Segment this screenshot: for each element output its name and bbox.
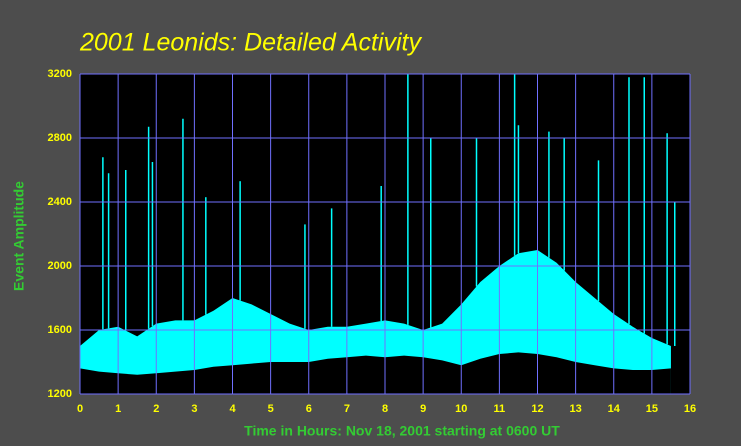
x-tick-label: 13 (570, 403, 582, 415)
x-tick-label: 7 (344, 403, 350, 415)
x-tick-label: 16 (684, 403, 696, 415)
x-tick-label: 4 (229, 403, 236, 415)
x-tick-label: 6 (306, 403, 312, 415)
x-tick-label: 0 (77, 403, 83, 415)
x-tick-label: 8 (382, 403, 388, 415)
y-tick-label: 3200 (48, 68, 72, 80)
x-tick-label: 5 (268, 403, 274, 415)
x-tick-label: 15 (646, 403, 658, 415)
y-axis-label: Event Amplitude (11, 181, 27, 291)
y-tick-label: 2800 (48, 132, 72, 144)
y-tick-label: 1200 (48, 388, 72, 400)
x-tick-label: 14 (608, 403, 621, 415)
chart-title: 2001 Leonids: Detailed Activity (79, 29, 422, 57)
x-axis-label: Time in Hours: Nov 18, 2001 starting at … (244, 423, 560, 439)
floor-area (80, 352, 671, 394)
x-tick-label: 9 (420, 403, 426, 415)
x-tick-label: 10 (455, 403, 467, 415)
x-tick-label: 3 (191, 403, 197, 415)
y-tick-label: 1600 (48, 324, 72, 336)
x-tick-label: 11 (494, 403, 506, 415)
x-tick-label: 2 (153, 403, 159, 415)
x-tick-label: 1 (115, 403, 121, 415)
x-tick-label: 12 (531, 403, 543, 415)
y-tick-label: 2000 (48, 260, 72, 272)
y-tick-label: 2400 (48, 196, 72, 208)
